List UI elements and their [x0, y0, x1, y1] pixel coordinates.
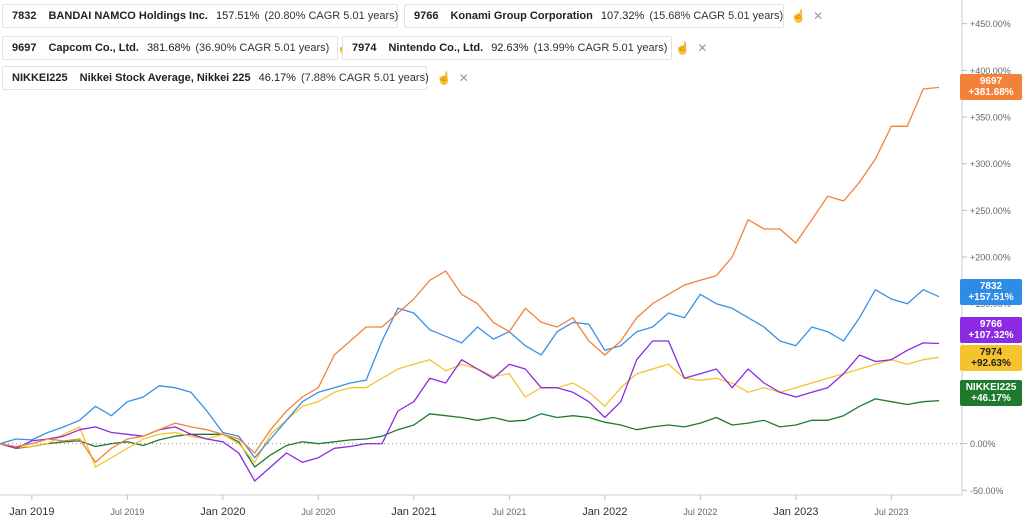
x-tick-label: Jan 2019 [9, 506, 54, 518]
legend-cagr: (20.80% CAGR 5.01 years) [264, 10, 399, 22]
x-tick-label: Jul 2020 [301, 507, 335, 517]
drag-hand-icon[interactable]: ☝ [675, 41, 691, 55]
legend-percent: 92.63% [491, 42, 529, 54]
end-label-ticker: 7832 [979, 281, 1003, 292]
legend-name: Nintendo Co., Ltd. [388, 42, 484, 54]
legend-item-9766[interactable]: 9766 Konami Group Corporation 107.32% (1… [404, 4, 823, 28]
drag-hand-icon[interactable]: ☝ [436, 71, 452, 85]
end-label-value: +157.51% [968, 292, 1014, 303]
y-tick-label: +350.00% [970, 113, 1011, 123]
y-tick-label: +450.00% [970, 19, 1011, 29]
legend-name: BANDAI NAMCO Holdings Inc. [48, 10, 208, 22]
x-tick-label: Jan 2022 [582, 506, 627, 518]
legend-ticker: 9697 [12, 42, 37, 54]
legend-name: Capcom Co., Ltd. [48, 42, 139, 54]
y-tick-label: +400.00% [970, 66, 1011, 76]
series-lines [0, 86, 940, 482]
end-label-value: +92.63% [971, 358, 1011, 369]
close-icon[interactable]: ✕ [697, 41, 708, 55]
y-tick-label: 0.00% [970, 439, 996, 449]
legend-percent: 107.32% [600, 10, 645, 22]
y-tick-label: +300.00% [970, 159, 1011, 169]
end-label-value: +107.32% [968, 330, 1014, 341]
x-tick-label: Jul 2022 [683, 507, 717, 517]
end-label-ticker: 9766 [979, 319, 1003, 330]
close-icon[interactable]: ✕ [458, 71, 469, 85]
x-tick-label: Jan 2021 [391, 506, 436, 518]
x-tick-label: Jan 2020 [200, 506, 245, 518]
end-label-9697: 9697 +381.68% [960, 74, 1022, 100]
legend-item-7832[interactable]: 7832 BANDAI NAMCO Holdings Inc. 157.51% … [2, 4, 438, 28]
legend-name: Nikkei Stock Average, Nikkei 225 [79, 72, 251, 84]
legend-item-nikkei225[interactable]: NIKKEI225 Nikkei Stock Average, Nikkei 2… [2, 66, 469, 90]
x-tick-label: Jan 2023 [773, 506, 818, 518]
legend-ticker: NIKKEI225 [12, 72, 68, 84]
legend-cagr: (15.68% CAGR 5.01 years) [649, 10, 784, 22]
end-label-nikkei225: NIKKEI225 +46.17% [960, 380, 1022, 406]
series-line-konami-group-corporation[interactable] [0, 340, 940, 482]
series-line-nintendo-co-ltd[interactable] [0, 356, 940, 468]
x-tick-label: Jul 2019 [110, 507, 144, 517]
end-label-7974: 7974 +92.63% [960, 345, 1022, 371]
end-label-value: +381.68% [968, 87, 1014, 98]
end-label-ticker: NIKKEI225 [965, 382, 1017, 393]
legend-cagr: (13.99% CAGR 5.01 years) [533, 42, 668, 54]
end-label-7832: 7832 +157.51% [960, 279, 1022, 305]
x-tick-label: Jul 2021 [492, 507, 526, 517]
y-tick-label: +200.00% [970, 253, 1011, 263]
x-tick-label: Jul 2023 [874, 507, 908, 517]
end-label-ticker: 7974 [979, 347, 1003, 358]
legend-percent: 381.68% [146, 42, 191, 54]
legend-item-7974[interactable]: 7974 Nintendo Co., Ltd. 92.63% (13.99% C… [342, 36, 707, 60]
y-tick-label: +250.00% [970, 206, 1011, 216]
series-line-capcom-co-ltd[interactable] [0, 86, 940, 463]
legend-percent: 157.51% [215, 10, 260, 22]
legend-item-9697[interactable]: 9697 Capcom Co., Ltd. 381.68% (36.90% CA… [2, 36, 369, 60]
drag-hand-icon[interactable]: ☝ [791, 9, 807, 23]
legend-ticker: 7832 [12, 10, 37, 22]
series-line-bandai-namco-holdings-inc[interactable] [0, 289, 940, 459]
end-label-value: +46.17% [971, 393, 1011, 404]
legend-cagr: (36.90% CAGR 5.01 years) [195, 42, 330, 54]
legend-cagr: (7.88% CAGR 5.01 years) [300, 72, 429, 84]
close-icon[interactable]: ✕ [813, 9, 824, 23]
series-line-nikkei-stock-average-nikkei-225[interactable] [0, 398, 940, 468]
legend-name: Konami Group Corporation [450, 10, 593, 22]
y-tick-label: -50.00% [970, 486, 1004, 496]
legend-percent: 46.17% [258, 72, 296, 84]
x-axis: Jan 2019 Jul 2019 Jan 2020 Jul 2020 Jan 2021… [0, 494, 962, 518]
legend-ticker: 9766 [414, 10, 439, 22]
end-label-ticker: 9697 [979, 76, 1003, 87]
end-label-9766: 9766 +107.32% [960, 317, 1022, 343]
legend-ticker: 7974 [352, 42, 377, 54]
